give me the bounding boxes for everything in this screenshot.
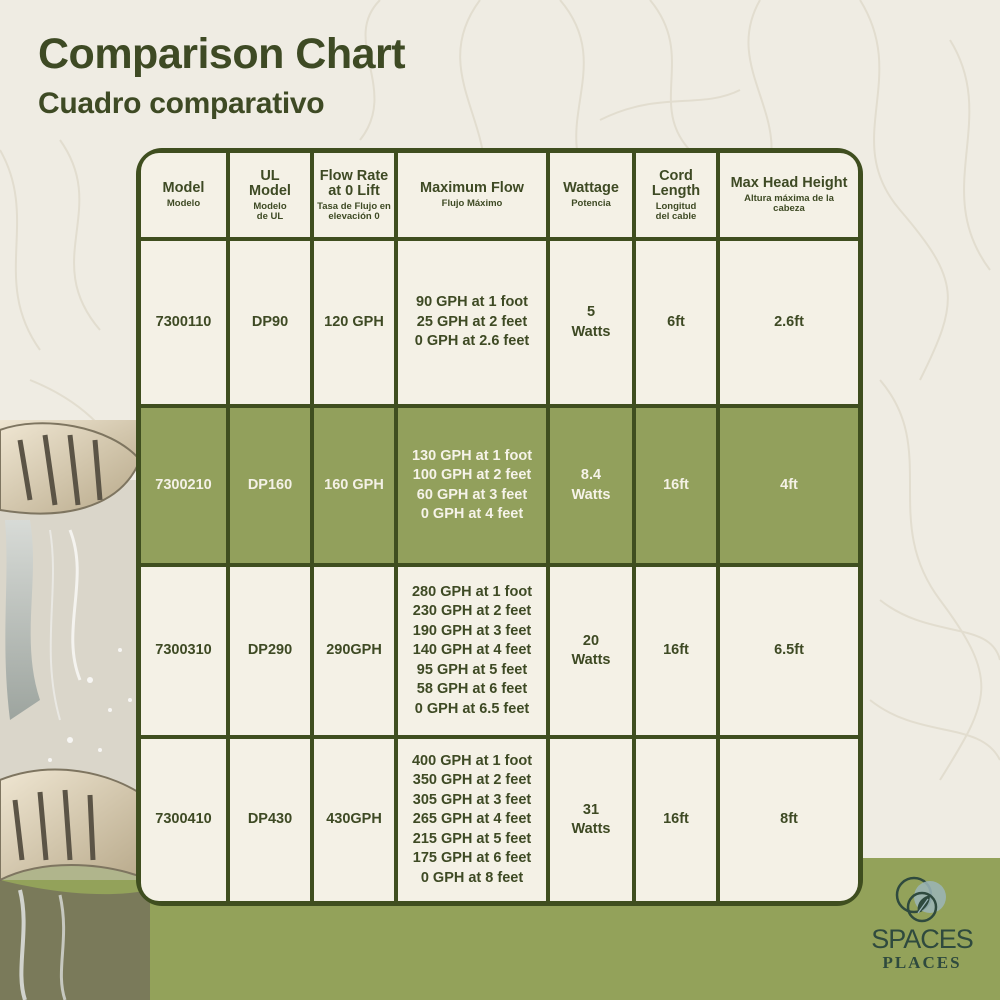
header-ul-model: UL Model Modelo de UL [230,153,310,237]
header-sub: Altura máxima de la cabeza [744,193,834,214]
header-main: Wattage [563,180,619,196]
cell-model: 7300410 [141,739,226,901]
max-flow-line: 25 GPH at 2 feet [416,313,528,330]
cell-flow-rate: 290GPH [314,567,394,735]
fountain-illustration [0,420,151,1000]
cell-max-flow: 130 GPH at 1 foot 100 GPH at 2 feet 60 G… [398,408,546,563]
header-main: Model [162,180,205,196]
max-flow-line: 90 GPH at 1 foot [416,294,528,311]
max-flow-line: 230 GPH at 2 feet [412,603,532,620]
wattage-value: 8.4 [580,467,602,483]
cell-model: 7300110 [141,241,226,404]
wattage-value: 20 [582,632,600,649]
cell-flow-rate: 430GPH [314,739,394,901]
header-main: UL Model [249,167,291,199]
cell-max-flow: 280 GPH at 1 foot 230 GPH at 2 feet 190 … [398,567,546,735]
brand-logo: SPACES PLACES [862,873,982,988]
max-flow-line: 130 GPH at 1 foot [411,447,533,464]
max-flow-line: 190 GPH at 3 feet [412,622,532,639]
wattage-unit: Watts [571,486,611,503]
max-flow-line: 400 GPH at 1 foot [411,752,533,769]
cell-max-flow: 90 GPH at 1 foot 25 GPH at 2 feet 0 GPH … [398,241,546,404]
max-flow-line: 100 GPH at 2 feet [412,467,532,483]
cell-model: 7300210 [141,408,226,563]
cell-max-head: 6.5ft [720,567,858,735]
cell-ul-model: DP90 [230,241,310,404]
wattage-value: 31 [582,801,600,818]
max-flow-line: 0 GPH at 6.5 feet [414,700,530,717]
cell-ul-model: DP430 [230,739,310,901]
max-flow-line: 58 GPH at 6 feet [416,681,528,698]
page-subtitle: Cuadro comparativo [38,87,325,120]
cell-cord-length: 16ft [636,408,716,563]
header-sub: Longitud del cable [655,200,697,222]
max-flow-line: 0 GPH at 2.6 feet [414,333,530,350]
leaf-circles-icon [895,876,946,923]
logo-text-spaces: SPACES [871,924,974,954]
header-sub: Modelo [166,198,201,209]
max-flow-line: 175 GPH at 6 feet [412,850,532,867]
cell-cord-length: 6ft [636,241,716,404]
max-flow-line: 0 GPH at 8 feet [420,869,524,886]
wattage-unit: Watts [571,323,611,340]
cell-wattage: 5 Watts [550,241,632,404]
header-sub: Tasa de Flujo en elevación 0 [317,200,391,222]
comparison-table: Model Modelo UL Model Modelo de UL Flow … [136,148,863,906]
max-flow-line: 305 GPH at 3 feet [412,791,532,808]
max-flow-line: 140 GPH at 4 feet [412,642,532,659]
cell-cord-length: 16ft [636,567,716,735]
max-flow-line: 265 GPH at 4 feet [412,811,532,828]
max-flow-line: 95 GPH at 5 feet [416,661,528,678]
max-flow-line: 280 GPH at 1 foot [411,583,533,600]
wattage-unit: Watts [571,821,611,837]
wattage-value: 5 [586,304,596,320]
cell-max-flow: 400 GPH at 1 foot 350 GPH at 2 feet 305 … [398,739,546,901]
logo-text-places: PLACES [882,953,962,972]
header-main: Flow Rate at 0 Lift [319,167,389,199]
header-cord-length: Cord Length Longitud del cable [636,153,716,237]
header-max-head-height: Max Head Height Altura máxima de la cabe… [720,153,858,237]
max-flow-line: 350 GPH at 2 feet [412,772,532,789]
cell-ul-model: DP160 [230,408,310,563]
header-main: Max Head Height [730,175,848,191]
cell-wattage: 8.4 Watts [550,408,632,563]
wattage-unit: Watts [571,652,611,668]
header-model: Model Modelo [141,153,226,237]
max-flow-line: 60 GPH at 3 feet [416,486,528,503]
cell-max-head: 2.6ft [720,241,858,404]
header-sub: Flujo Máximo [441,198,503,209]
cell-ul-model: DP290 [230,567,310,735]
max-flow-line: 0 GPH at 4 feet [420,506,524,522]
header-sub: Potencia [571,198,611,209]
cell-wattage: 20 Watts [550,567,632,735]
cell-max-head: 4ft [720,408,858,563]
cell-wattage: 31 Watts [550,739,632,901]
header-main: Maximum Flow [420,180,524,196]
header-sub: Modelo de UL [253,200,287,222]
cell-flow-rate: 160 GPH [314,408,394,563]
header-wattage: Wattage Potencia [550,153,632,237]
cell-cord-length: 16ft [636,739,716,901]
header-maximum-flow: Maximum Flow Flujo Máximo [398,153,546,237]
cell-flow-rate: 120 GPH [314,241,394,404]
cell-model: 7300310 [141,567,226,735]
header-main: Cord Length [651,167,701,199]
cell-max-head: 8ft [720,739,858,901]
header-flow-rate: Flow Rate at 0 Lift Tasa de Flujo en ele… [314,153,394,237]
page-title: Comparison Chart [38,30,406,78]
max-flow-line: 215 GPH at 5 feet [412,830,532,847]
